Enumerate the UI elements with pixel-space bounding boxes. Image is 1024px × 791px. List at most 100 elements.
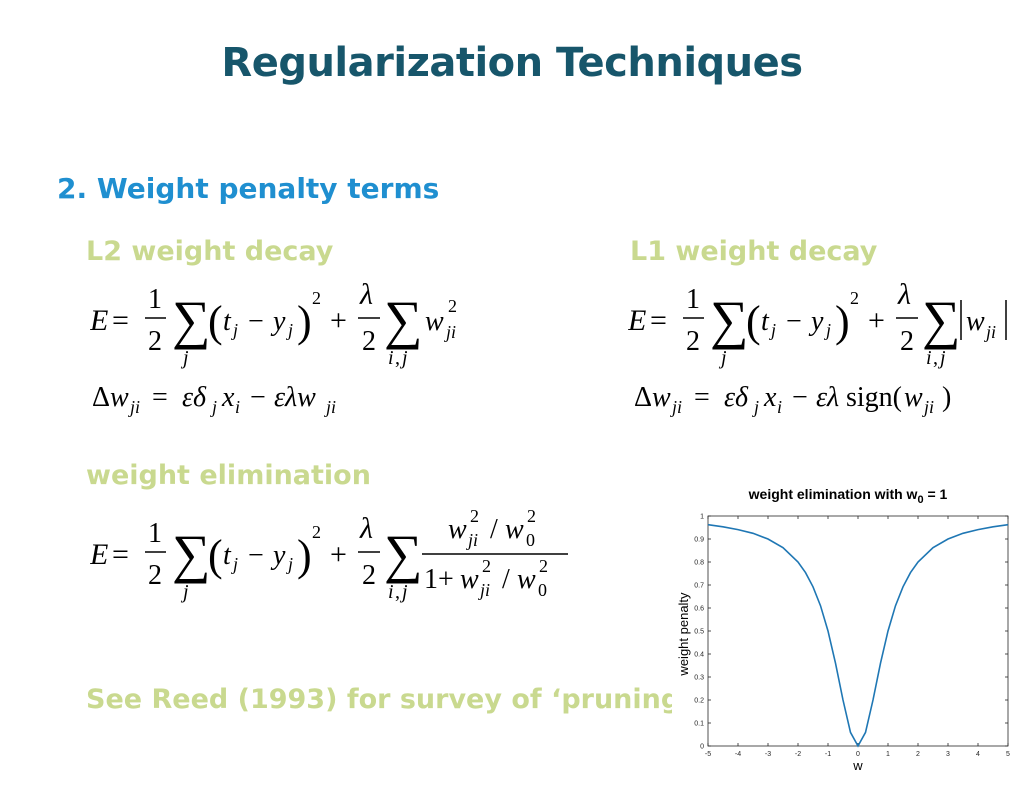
svg-text:): ) (942, 382, 951, 413)
svg-text:+: + (330, 538, 347, 571)
weight-elimination-equation: E = 1 2 ∑ j ( t j − y j ) 2 + λ 2 ∑ i,j … (89, 502, 575, 618)
svg-text:(: ( (746, 297, 761, 346)
svg-text:εδ: εδ (182, 382, 207, 413)
svg-text:,: , (395, 581, 400, 603)
svg-text:∑: ∑ (710, 290, 749, 350)
svg-text:w: w (517, 564, 536, 595)
svg-text:+: + (868, 304, 885, 337)
svg-text:λ: λ (897, 278, 911, 311)
svg-text:1: 1 (424, 564, 438, 595)
svg-text:2: 2 (686, 326, 700, 357)
svg-text:i: i (388, 581, 394, 603)
svg-text:2: 2 (527, 506, 536, 526)
svg-text:ji: ji (670, 397, 682, 417)
svg-text:j: j (718, 347, 727, 369)
svg-text:λ: λ (359, 278, 373, 311)
chart-title: weight elimination with w0 = 1 (748, 486, 948, 506)
svg-text:∑: ∑ (384, 290, 423, 350)
svg-text:2: 2 (362, 560, 376, 591)
svg-text:x: x (221, 382, 235, 413)
svg-text:t: t (761, 306, 770, 337)
svg-text:ji: ji (478, 580, 490, 600)
l1-heading: L1 weight decay (630, 236, 878, 267)
svg-text:E: E (90, 304, 108, 337)
svg-text:j: j (399, 581, 408, 603)
svg-text:j: j (399, 347, 408, 369)
svg-text:λ: λ (359, 512, 373, 545)
svg-text:x: x (763, 382, 777, 413)
svg-text:Δ: Δ (92, 382, 110, 413)
x-tick-label: -2 (795, 751, 801, 758)
svg-text:−: − (248, 540, 264, 571)
svg-text:,: , (395, 347, 400, 369)
weight-elimination-heading: weight elimination (86, 460, 371, 491)
svg-text:j: j (286, 554, 293, 574)
svg-text:(: ( (208, 297, 223, 346)
plot-area: -5 -4 -3 -2 -1 0 1 2 3 4 5 0 0.1 0.2 0.3 0.4 0.5 0.6 0.7 0.… (694, 514, 1010, 759)
x-tick-label: 5 (1006, 751, 1010, 758)
svg-text:ji: ji (444, 322, 456, 342)
svg-text:w: w (505, 514, 524, 545)
svg-text:ji: ji (324, 397, 336, 417)
svg-text:1: 1 (686, 284, 700, 315)
x-tick-label: -3 (765, 751, 771, 758)
svg-text:Δ: Δ (634, 382, 652, 413)
svg-text:2: 2 (850, 288, 859, 308)
x-tick-label: 4 (976, 751, 980, 758)
svg-text:2: 2 (482, 556, 491, 576)
svg-text:i: i (777, 397, 782, 417)
svg-text:j: j (752, 397, 759, 417)
l2-heading: L2 weight decay (86, 236, 334, 267)
svg-text:j: j (824, 320, 831, 340)
svg-text:ji: ji (984, 322, 996, 342)
svg-text:∑: ∑ (172, 524, 211, 584)
y-tick-label: 0.4 (694, 652, 704, 659)
svg-text:=: = (112, 304, 129, 337)
x-tick-label: 3 (946, 751, 950, 758)
svg-text:): ) (297, 297, 312, 346)
svg-text:j: j (231, 554, 238, 574)
svg-text:2: 2 (448, 296, 457, 316)
svg-text:2: 2 (312, 522, 321, 542)
svg-text:=: = (112, 538, 129, 571)
svg-text:=: = (152, 382, 168, 413)
section-heading: 2. Weight penalty terms (57, 172, 440, 205)
svg-text:i: i (926, 347, 932, 369)
x-tick-label: 2 (916, 751, 920, 758)
svg-text:w: w (460, 564, 479, 595)
y-tick-label: 1 (700, 514, 704, 521)
y-tick-label: 0.9 (694, 537, 704, 544)
svg-text:2: 2 (362, 326, 376, 357)
svg-text:w: w (652, 382, 671, 413)
svg-text:1: 1 (148, 518, 162, 549)
svg-text:ji: ji (466, 530, 478, 550)
svg-text:w: w (425, 306, 444, 337)
svg-text:ji: ji (128, 397, 140, 417)
svg-text:−: − (792, 382, 808, 413)
svg-text:−: − (248, 306, 264, 337)
svg-text:y: y (270, 306, 286, 337)
svg-text:=: = (694, 382, 710, 413)
svg-text:2: 2 (900, 326, 914, 357)
svg-text:w: w (904, 382, 923, 413)
svg-text:ελw: ελw (274, 382, 316, 413)
svg-text:,: , (933, 347, 938, 369)
l1-energy-equation: E = 1 2 ∑ j ( t j − y j ) 2 + λ 2 ∑ i,j … (627, 278, 1013, 382)
series-line-0 (707, 523, 1009, 748)
svg-text:j: j (210, 397, 217, 417)
svg-text:j: j (286, 320, 293, 340)
svg-text:j: j (180, 581, 189, 603)
svg-text:εδ: εδ (724, 382, 749, 413)
y-tick-label: 0.1 (694, 721, 704, 728)
svg-text:j: j (180, 347, 189, 369)
x-tick-label: -4 (735, 751, 741, 758)
svg-text:i: i (388, 347, 394, 369)
svg-text:∑: ∑ (922, 290, 961, 350)
svg-text:(: ( (208, 531, 223, 580)
svg-text:2: 2 (539, 556, 548, 576)
y-tick-label: 0.2 (694, 698, 704, 705)
svg-text:∑: ∑ (384, 524, 423, 584)
y-tick-label: 0.3 (694, 675, 704, 682)
y-tick-label: 0 (700, 744, 704, 751)
x-tick-label: 0 (856, 751, 860, 758)
